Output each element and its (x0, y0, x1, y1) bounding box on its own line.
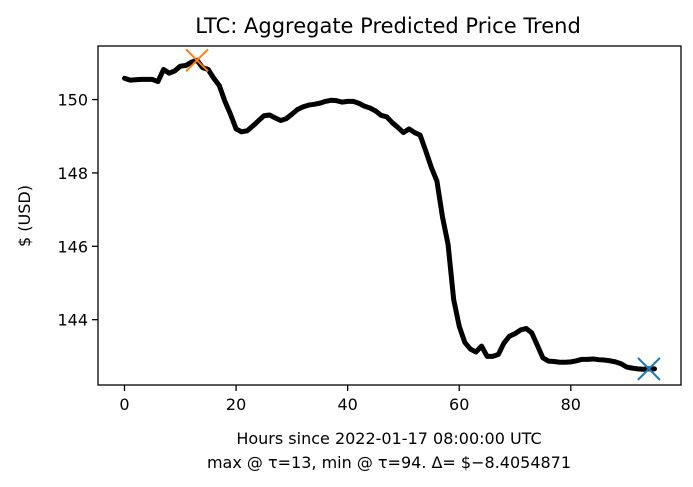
x-tick-label: 80 (561, 395, 581, 414)
max-marker (185, 48, 209, 73)
x-tick-label: 20 (226, 395, 246, 414)
x-tick-label: 40 (337, 395, 357, 414)
y-axis-label: $ (USD) (15, 185, 34, 247)
x-tick-label: 60 (449, 395, 469, 414)
y-tick-label: 144 (57, 311, 88, 330)
plot-frame (97, 45, 682, 386)
x-tick-label: 0 (119, 395, 129, 414)
series-line (122, 57, 657, 372)
y-tick-label: 146 (57, 237, 88, 256)
y-tick-label: 148 (57, 164, 88, 183)
plot-area (97, 45, 682, 386)
chart-title: LTC: Aggregate Predicted Price Trend (195, 14, 581, 38)
x-axis-sublabel: max @ τ=13, min @ τ=94. Δ= $−8.4054871 (207, 453, 571, 472)
x-axis-label: Hours since 2022-01-17 08:00:00 UTC (236, 429, 541, 448)
min-marker (637, 357, 661, 381)
y-tick-label: 150 (57, 91, 88, 110)
